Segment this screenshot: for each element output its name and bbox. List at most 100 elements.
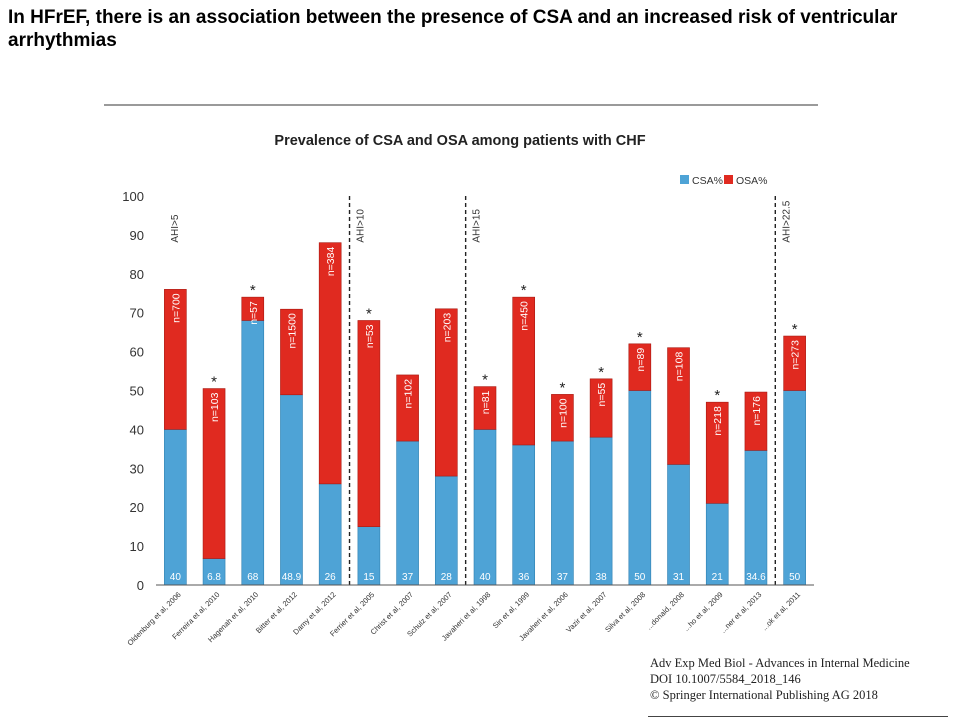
group-label: AHI>5: [170, 214, 181, 243]
y-tick-label: 90: [130, 228, 144, 243]
y-tick-label: 40: [130, 422, 144, 437]
y-tick-label: 20: [130, 500, 144, 515]
sample-size-label: n=57: [248, 301, 260, 325]
csa-value-label: 48.9: [282, 572, 302, 583]
osa-bar: [589, 378, 613, 438]
x-tick-label: ...ho et al, 2009: [682, 590, 725, 633]
sample-size-label: n=384: [325, 247, 337, 277]
csa-value-label: 37: [557, 572, 569, 583]
sample-size-label: n=700: [170, 293, 182, 323]
osa-bar: [783, 335, 806, 391]
slide-title: In HFrEF, there is an association betwee…: [8, 7, 898, 51]
bar-stack: 40 n=81*: [473, 372, 497, 586]
y-tick-label: 70: [130, 306, 144, 321]
csa-bar: [396, 440, 419, 586]
osa-bar: [705, 401, 729, 504]
csa-value-label: 21: [712, 572, 724, 583]
sample-size-label: n=102: [403, 379, 415, 409]
csa-value-label: 68: [247, 572, 259, 583]
osa-bar: [280, 308, 303, 396]
bar-stack: 37 n=102: [396, 374, 419, 586]
csa-bar: [280, 394, 303, 586]
osa-bar: [512, 296, 536, 446]
group-label: AHI>10: [356, 209, 367, 243]
citation-journal: Adv Exp Med Biol - Advances in Internal …: [650, 656, 910, 670]
legend-label-osa: OSA%: [736, 175, 768, 187]
csa-value-label: 38: [596, 572, 608, 583]
significance-star: *: [792, 321, 798, 338]
csa-value-label: 36: [518, 572, 530, 583]
x-tick-label: ...ner et al, 2013: [719, 590, 764, 635]
sample-size-label: n=176: [751, 396, 763, 426]
significance-star: *: [637, 329, 643, 346]
csa-value-label: 31: [673, 572, 685, 583]
chart-title: Prevalence of CSA and OSA among patients…: [274, 133, 645, 149]
x-tick-label: ...ok et al, 2011: [760, 590, 802, 632]
bar-stack: 21 n=218 *: [705, 387, 729, 586]
legend: CSA% OSA%: [680, 175, 768, 187]
osa-bar: [473, 386, 497, 430]
significance-star: *: [559, 379, 565, 396]
bar-stack: 50 n=273 *: [783, 321, 806, 586]
osa-bar: [164, 289, 187, 430]
bar-stack: 48.9 n=1500: [280, 308, 303, 586]
x-tick-label: ...donald, 2008: [644, 590, 685, 631]
csa-bar: [589, 436, 613, 586]
legend-label-csa: CSA%: [692, 175, 723, 187]
csa-value-label: 34.6: [746, 572, 766, 583]
citation-copyright: © Springer International Publishing AG 2…: [650, 688, 878, 702]
bottom-rule: [648, 716, 948, 717]
csa-value-label: 50: [789, 572, 801, 583]
bar-stack: 26 n=384: [318, 242, 342, 586]
csa-bar: [512, 444, 536, 586]
significance-star: *: [250, 282, 256, 299]
citation-doi: DOI 10.1007/5584_2018_146: [650, 672, 801, 686]
y-tick-label: 30: [130, 461, 144, 476]
sample-size-label: n=203: [441, 313, 453, 343]
prevalence-chart: Prevalence of CSA and OSA among patients…: [104, 104, 818, 647]
osa-bar: [241, 296, 265, 321]
bar-stack: 37 n=100 *: [551, 379, 574, 586]
csa-bar: [667, 464, 690, 586]
bar-stack: 40 n=700: [164, 289, 187, 586]
bar-stack: 34.6 n=176: [744, 391, 768, 586]
significance-star: *: [598, 364, 604, 381]
sample-size-label: n=53: [364, 324, 376, 348]
csa-bar: [473, 429, 497, 586]
csa-bar: [783, 390, 806, 586]
sample-size-label: n=100: [557, 398, 569, 428]
group-label: AHI>15: [472, 209, 483, 243]
bar-stack: 28 n=203: [434, 308, 458, 586]
group-dividers: AHI>5 AHI>10 AHI>15 AHI>22.5: [170, 196, 792, 585]
bar-stack: 15 n=53 *: [357, 305, 381, 586]
significance-star: *: [521, 282, 527, 299]
group-label: AHI>22.5: [781, 200, 792, 242]
csa-value-label: 26: [325, 572, 337, 583]
sample-size-label: n=450: [519, 301, 531, 331]
legend-swatch-osa: [724, 175, 733, 184]
citation: Adv Exp Med Biol - Advances in Internal …: [650, 655, 950, 703]
sample-size-label: n=1500: [286, 313, 298, 348]
x-tick-label: Silva et al, 2008: [603, 590, 647, 634]
y-tick-label: 80: [130, 267, 144, 282]
significance-star: *: [211, 374, 217, 391]
csa-value-label: 6.8: [207, 572, 221, 583]
bar-stack: 36 n=450 *: [512, 282, 536, 586]
sample-size-label: n=273: [790, 340, 802, 370]
osa-bar: [318, 242, 342, 485]
y-tick-label: 10: [130, 539, 144, 554]
significance-star: *: [482, 372, 488, 389]
sample-size-label: n=108: [674, 352, 686, 382]
osa-bar: [551, 394, 574, 442]
bar-stack: 50 n=89 *: [628, 329, 652, 586]
legend-swatch-csa: [680, 175, 689, 184]
csa-bar: [164, 429, 187, 586]
chart-panel: Prevalence of CSA and OSA among patients…: [100, 100, 830, 660]
sample-size-label: n=55: [596, 383, 608, 407]
csa-value-label: 50: [634, 572, 646, 583]
bar-stack: 68 n=57 *: [241, 282, 265, 586]
osa-bar: [744, 391, 768, 451]
bar-stack: 6.8 n=103*: [202, 374, 226, 586]
bar-stack: 31 n=108: [667, 347, 690, 586]
